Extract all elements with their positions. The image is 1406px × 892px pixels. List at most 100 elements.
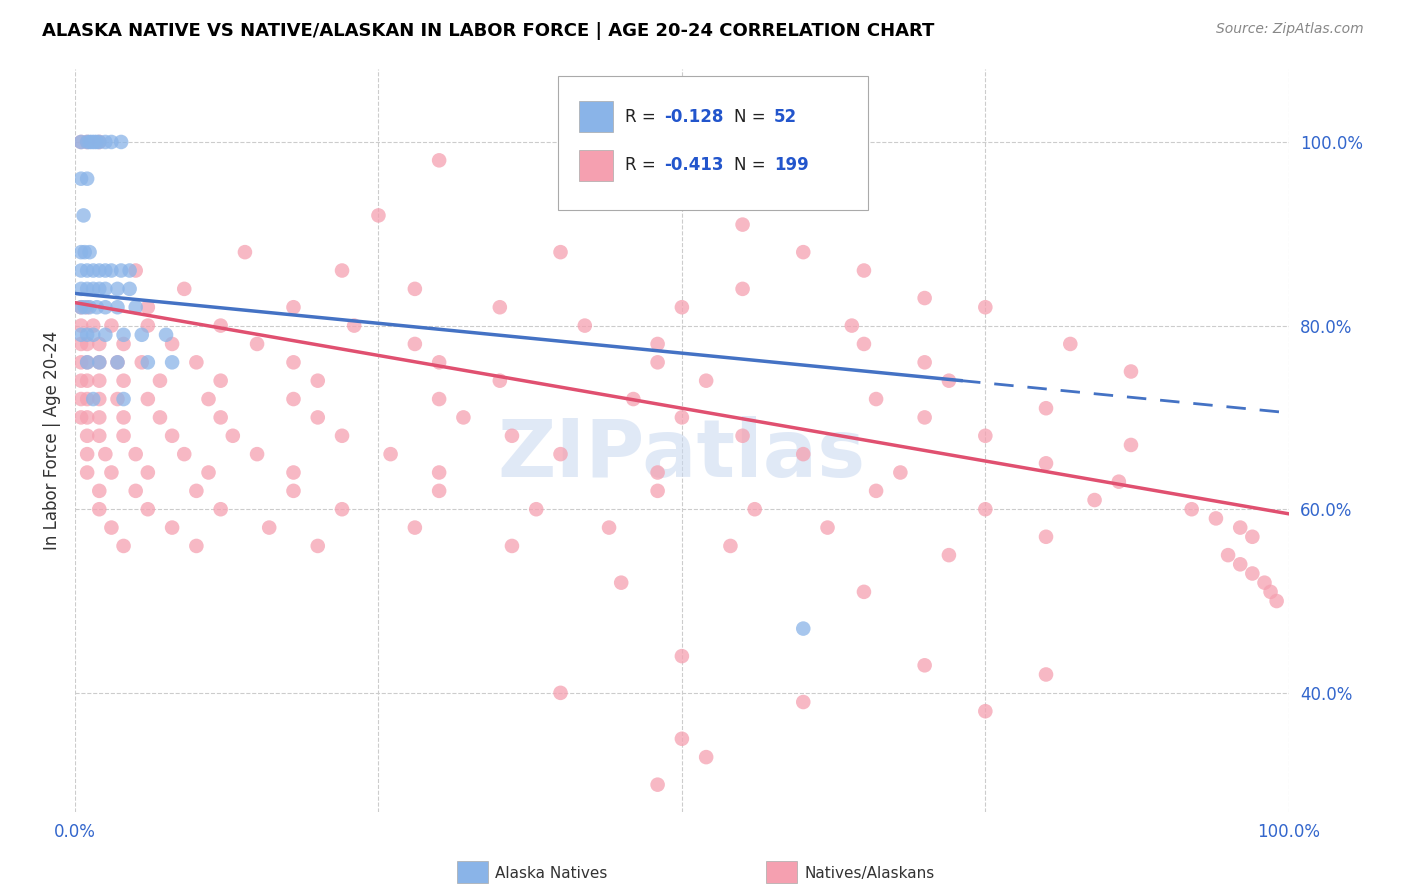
Point <box>1241 566 1264 581</box>
Text: ZIPatlas: ZIPatlas <box>498 417 866 494</box>
Point <box>865 392 887 406</box>
Point <box>82 392 104 406</box>
Point <box>1108 475 1130 489</box>
Y-axis label: In Labor Force | Age 20-24: In Labor Force | Age 20-24 <box>44 331 60 550</box>
Point <box>89 135 111 149</box>
Text: Alaska Natives: Alaska Natives <box>495 866 607 880</box>
Point <box>524 502 547 516</box>
Point <box>160 429 183 443</box>
Point <box>79 135 101 149</box>
Point <box>647 778 669 792</box>
Point <box>70 300 93 314</box>
Point <box>865 483 887 498</box>
Point <box>76 282 98 296</box>
Point <box>647 337 669 351</box>
Point <box>197 466 219 480</box>
Point <box>155 327 177 342</box>
Point <box>647 466 669 480</box>
Point <box>70 135 93 149</box>
Point <box>136 502 159 516</box>
Point <box>427 466 450 480</box>
Text: 52: 52 <box>775 108 797 126</box>
Point <box>112 337 135 351</box>
Point <box>70 327 93 342</box>
Point <box>488 374 510 388</box>
Point <box>1119 364 1142 378</box>
Point <box>671 300 693 314</box>
Point <box>76 429 98 443</box>
Text: R =: R = <box>624 108 661 126</box>
Point <box>647 483 669 498</box>
Point <box>79 245 101 260</box>
Point <box>671 410 693 425</box>
Point <box>427 392 450 406</box>
Point <box>283 355 305 369</box>
Point <box>453 410 475 425</box>
Point <box>76 410 98 425</box>
Point <box>100 520 122 534</box>
Point <box>427 483 450 498</box>
Point <box>82 318 104 333</box>
Point <box>974 429 997 443</box>
Point <box>841 318 863 333</box>
Point <box>125 447 148 461</box>
Point <box>621 392 644 406</box>
Point <box>427 355 450 369</box>
Point <box>89 355 111 369</box>
Point <box>89 410 111 425</box>
Point <box>209 502 232 516</box>
Text: 199: 199 <box>775 156 808 174</box>
Point <box>598 520 620 534</box>
Point <box>1035 530 1057 544</box>
Point <box>125 263 148 277</box>
Point <box>501 429 523 443</box>
Point <box>1205 511 1227 525</box>
Point <box>1083 493 1105 508</box>
Point <box>112 374 135 388</box>
Point <box>107 355 129 369</box>
Point <box>852 263 875 277</box>
Point <box>136 318 159 333</box>
Point <box>70 318 93 333</box>
Point <box>94 282 117 296</box>
Point <box>1229 520 1251 534</box>
Point <box>107 300 129 314</box>
Point <box>94 135 117 149</box>
Point <box>73 300 96 314</box>
Point <box>112 429 135 443</box>
Point <box>110 135 132 149</box>
Point <box>731 429 754 443</box>
Point <box>792 622 814 636</box>
Point <box>94 263 117 277</box>
FancyBboxPatch shape <box>558 76 868 210</box>
Point <box>671 731 693 746</box>
Point <box>404 520 426 534</box>
Point <box>80 135 103 149</box>
Point <box>100 318 122 333</box>
Point <box>1035 667 1057 681</box>
Point <box>70 374 93 388</box>
Point <box>1119 438 1142 452</box>
Point <box>889 466 911 480</box>
Point <box>209 374 232 388</box>
Point <box>647 181 669 195</box>
Point <box>246 447 269 461</box>
Point <box>79 300 101 314</box>
Point <box>1059 337 1081 351</box>
Point <box>89 282 111 296</box>
Point <box>100 466 122 480</box>
Point <box>89 429 111 443</box>
Point <box>744 502 766 516</box>
Point <box>70 135 93 149</box>
Point <box>76 392 98 406</box>
Point <box>404 282 426 296</box>
Point <box>1260 585 1282 599</box>
Point <box>131 327 153 342</box>
Point <box>89 392 111 406</box>
FancyBboxPatch shape <box>579 150 613 181</box>
Point <box>136 466 159 480</box>
Point <box>283 392 305 406</box>
Point <box>209 318 232 333</box>
Point <box>160 355 183 369</box>
Point <box>89 355 111 369</box>
